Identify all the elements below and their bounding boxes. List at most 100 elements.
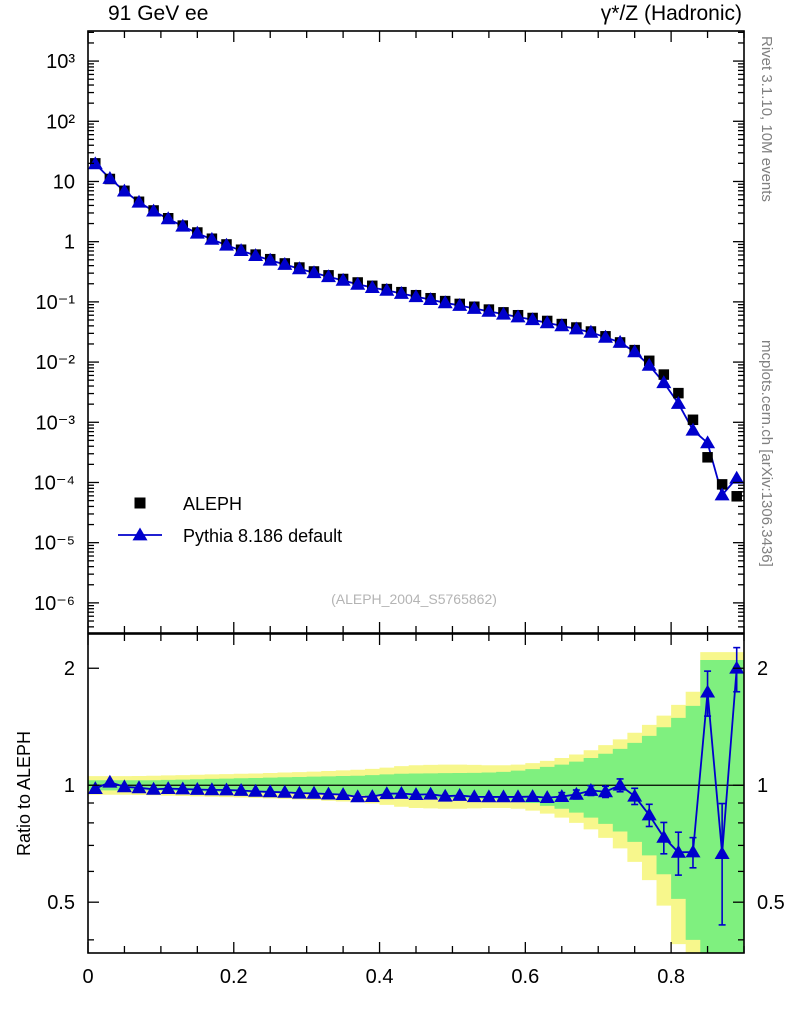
mc-marker-triangle [131, 194, 147, 208]
x-ticklabels: 0 0.2 0.4 0.6 0.8 [82, 966, 685, 988]
mc-marker-triangle [88, 156, 103, 170]
legend-marker-triangle [132, 527, 148, 541]
ratio-marker-triangle [714, 846, 730, 859]
main-series-group [88, 156, 744, 502]
y-ticklabel: 1 [64, 232, 75, 254]
mc-marker-triangle [496, 306, 511, 320]
mc-marker-triangle [306, 265, 322, 279]
ratio-y-ticklabel-right: 0.5 [757, 892, 785, 914]
ratio-marker-triangle [437, 788, 453, 802]
data-markers-aleph [90, 158, 742, 502]
mc-marker-triangle [568, 321, 584, 335]
y-ticklabel: 10⁻³ [36, 412, 76, 434]
mc-marker-triangle [598, 329, 613, 343]
ratio-marker-triangle [350, 789, 366, 803]
ratio-y-ticklabels: 2 2 1 1 0.5 0.5 [47, 658, 785, 914]
ratio-marker-triangle [393, 786, 409, 799]
ratio-marker-triangle [568, 786, 584, 800]
ratio-marker-triangle [146, 781, 162, 795]
main-y-ticks [88, 31, 744, 628]
ratio-markers [88, 660, 744, 859]
mc-marker-triangle [452, 298, 468, 311]
ratio-marker-triangle [670, 844, 686, 858]
ratio-axis-title: Ratio to ALEPH [14, 731, 34, 856]
data-marker-square [673, 387, 684, 399]
ratio-marker-triangle [321, 786, 336, 800]
analysis-watermark: (ALEPH_2004_S5765862) [331, 591, 497, 607]
mc-marker-triangle [321, 269, 336, 283]
mc-marker-triangle [510, 309, 526, 323]
ratio-marker-triangle [423, 786, 439, 800]
mc-marker-triangle [656, 375, 672, 389]
ratio-marker-triangle [262, 784, 278, 798]
mc-line-main [94, 163, 738, 497]
ratio-y-ticklabel: 1 [64, 775, 75, 797]
legend-label: ALEPH [183, 494, 242, 514]
band-inner-green [88, 660, 744, 953]
y-ticklabel: 10⁻⁴ [34, 472, 75, 494]
data-marker-square [716, 479, 728, 490]
ratio-marker-triangle [189, 782, 205, 795]
mc-marker-triangle [685, 422, 701, 436]
mc-marker-triangle [364, 280, 380, 293]
main-x-ticks [87, 31, 745, 633]
x-ticklabel: 0.6 [511, 966, 539, 988]
ratio-marker-triangle [452, 788, 468, 801]
mc-marker-triangle [291, 261, 307, 275]
ratio-marker-triangle [88, 781, 103, 794]
ratio-y-ticklabel-right: 1 [757, 775, 768, 797]
mc-marker-triangle [335, 272, 351, 286]
data-marker-square [658, 369, 670, 380]
ratio-marker-triangle [466, 789, 482, 803]
data-marker-square [702, 452, 713, 463]
mc-marker-triangle [233, 243, 249, 256]
ratio-y-ticks [88, 667, 744, 941]
side-label-mcplots: mcplots.cern.ch [arXiv:1306.3436] [758, 340, 775, 567]
mc-marker-triangle [393, 286, 409, 299]
side-label-rivet: Rivet 3.1.10, 10M events [758, 36, 775, 202]
ratio-marker-triangle [729, 660, 744, 674]
ratio-y-ticklabel: 0.5 [47, 892, 75, 914]
mc-marker-triangle [175, 218, 191, 232]
ratio-marker-triangle [364, 789, 380, 802]
mc-marker-triangle [423, 292, 439, 305]
ratio-marker-triangle [379, 786, 395, 800]
band-clip-group [88, 652, 744, 953]
y-ticklabel: 10² [46, 111, 75, 133]
mc-marker-triangle [700, 435, 716, 449]
mc-marker-triangle [146, 203, 162, 217]
ratio-panel-frame-border [87, 633, 745, 954]
ratio-marker-triangle [496, 789, 511, 803]
band-outer-yellow [88, 652, 744, 953]
ratio-marker-triangle [306, 785, 322, 799]
mc-marker-triangle [204, 231, 220, 245]
ratio-marker-triangle [641, 807, 657, 821]
mc-marker-triangle [612, 334, 628, 348]
ratio-marker-triangle [525, 789, 541, 802]
y-ticklabel: 10⁻² [36, 352, 76, 374]
x-ticklabel: 0.2 [220, 966, 248, 988]
ratio-y-ticklabel: 2 [64, 658, 75, 680]
mc-marker-triangle [189, 225, 205, 239]
mc-marker-triangle [160, 211, 176, 225]
mc-marker-triangle [481, 303, 497, 317]
ratio-marker-triangle [612, 777, 628, 791]
ratio-marker-triangle [539, 790, 555, 803]
mc-marker-triangle [408, 289, 424, 303]
mc-marker-triangle [102, 171, 118, 184]
mc-marker-triangle [670, 396, 686, 409]
mc-marker-triangle [714, 487, 730, 501]
ratio-marker-triangle [102, 774, 118, 788]
y-ticklabel: 10⁻¹ [36, 292, 76, 314]
legend: ALEPH Pythia 8.186 default [118, 494, 342, 546]
ratio-marker-triangle [335, 787, 351, 800]
ratio-marker-triangle [583, 783, 599, 796]
ratio-marker-triangle [204, 782, 220, 796]
legend-label: Pythia 8.186 default [183, 526, 342, 546]
mc-marker-triangle [525, 312, 541, 326]
ratio-marker-triangle [408, 787, 424, 800]
ratio-panel-frame [87, 633, 745, 954]
mc-marker-triangle [554, 318, 570, 332]
